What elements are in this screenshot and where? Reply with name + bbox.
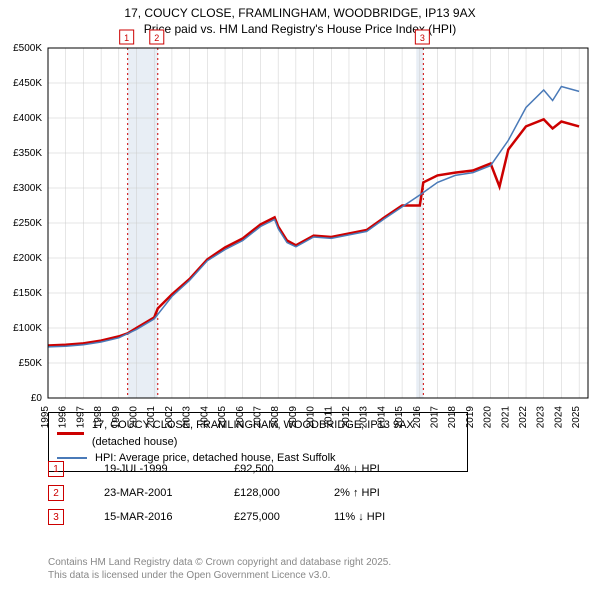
event-hpi: 2% ↑ HPI: [334, 487, 434, 499]
svg-text:2020: 2020: [483, 406, 494, 429]
legend-swatch-price-paid: [57, 432, 84, 435]
event-date: 19-JUL-1999: [104, 463, 234, 475]
event-row: 3 15-MAR-2016£275,00011% ↓ HPI: [48, 508, 434, 526]
event-hpi: 4% ↓ HPI: [334, 463, 434, 475]
line-chart: £0£50K£100K£150K£200K£250K£300K£350K£400…: [48, 48, 588, 398]
event-marker: 2: [48, 485, 64, 501]
event-date: 23-MAR-2001: [104, 487, 234, 499]
event-price: £128,000: [234, 487, 334, 499]
svg-text:2025: 2025: [571, 406, 582, 429]
event-row: 1 19-JUL-1999£92,5004% ↓ HPI: [48, 460, 434, 478]
svg-text:£450K: £450K: [13, 78, 42, 89]
svg-text:£300K: £300K: [13, 183, 42, 194]
svg-text:£50K: £50K: [19, 358, 43, 369]
event-price: £275,000: [234, 511, 334, 523]
svg-text:£150K: £150K: [13, 288, 42, 299]
chart-title: 17, COUCY CLOSE, FRAMLINGHAM, WOODBRIDGE…: [0, 0, 600, 37]
title-line1: 17, COUCY CLOSE, FRAMLINGHAM, WOODBRIDGE…: [0, 6, 600, 22]
events-table: 1 19-JUL-1999£92,5004% ↓ HPI 2 23-MAR-2001£…: [48, 460, 434, 532]
svg-text:£350K: £350K: [13, 148, 42, 159]
svg-text:2022: 2022: [518, 406, 529, 429]
svg-text:£100K: £100K: [13, 323, 42, 334]
svg-text:£200K: £200K: [13, 253, 42, 264]
event-row: 2 23-MAR-2001£128,0002% ↑ HPI: [48, 484, 434, 502]
event-marker: 1: [48, 461, 64, 477]
svg-text:2023: 2023: [536, 406, 547, 429]
legend-swatch-hpi: [57, 457, 87, 459]
svg-text:£500K: £500K: [13, 43, 42, 54]
svg-text:2: 2: [154, 33, 159, 43]
copyright-line1: Contains HM Land Registry data © Crown c…: [48, 556, 391, 569]
legend-label-price-paid: 17, COUCY CLOSE, FRAMLINGHAM, WOODBRIDGE…: [92, 417, 459, 450]
event-date: 15-MAR-2016: [104, 511, 234, 523]
svg-text:2021: 2021: [500, 406, 511, 429]
legend-item-price-paid: 17, COUCY CLOSE, FRAMLINGHAM, WOODBRIDGE…: [57, 417, 459, 450]
title-line2: Price paid vs. HM Land Registry's House …: [0, 22, 600, 38]
svg-text:£250K: £250K: [13, 218, 42, 229]
copyright-notice: Contains HM Land Registry data © Crown c…: [48, 556, 391, 582]
copyright-line2: This data is licensed under the Open Gov…: [48, 569, 391, 582]
svg-text:1: 1: [124, 33, 129, 43]
svg-text:2024: 2024: [553, 406, 564, 429]
svg-text:£0: £0: [31, 393, 43, 404]
svg-text:£400K: £400K: [13, 113, 42, 124]
event-price: £92,500: [234, 463, 334, 475]
event-marker: 3: [48, 509, 64, 525]
svg-text:3: 3: [420, 33, 425, 43]
event-hpi: 11% ↓ HPI: [334, 511, 434, 523]
